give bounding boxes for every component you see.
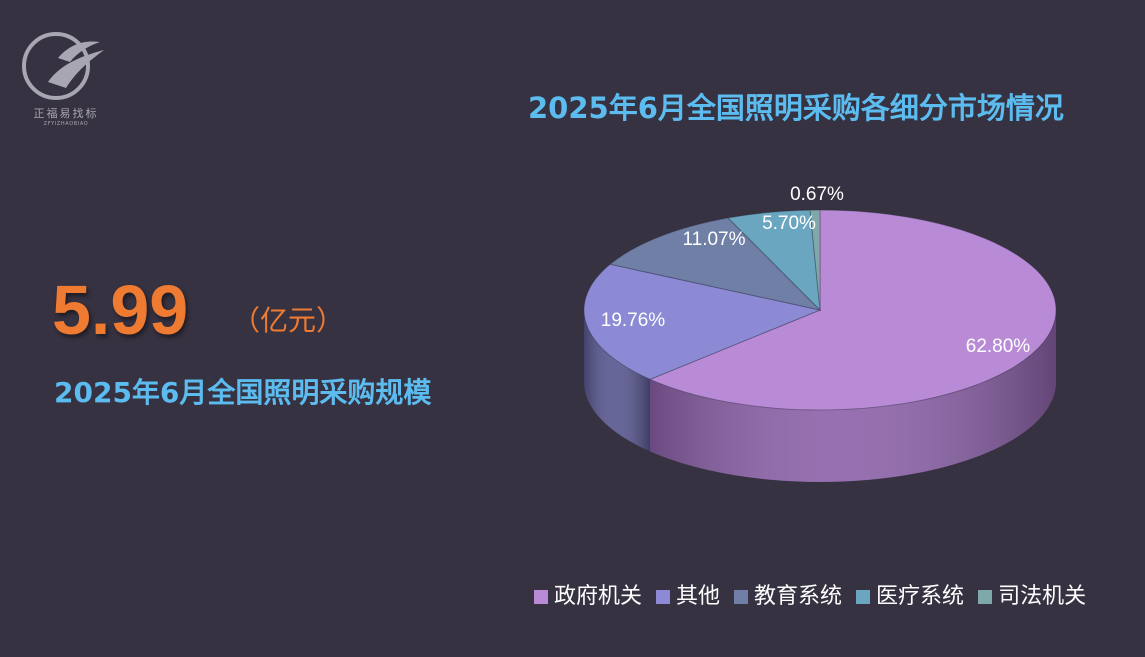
logo-subtitle: ZFYIZHAOBIAO bbox=[43, 121, 89, 127]
chart-title: 2025年6月全国照明采购各细分市场情况 bbox=[528, 91, 1064, 125]
pie-value-label-2: 11.07% bbox=[682, 229, 745, 250]
pie-slice-3 bbox=[727, 209, 821, 312]
logo-name: 正福易找标 bbox=[33, 107, 99, 120]
pie-slice-2 bbox=[609, 217, 822, 311]
pie-slice-1 bbox=[583, 263, 822, 380]
pie-labels: 62.80% 19.76% 11.07% 5.70% 0.67% bbox=[601, 184, 1031, 357]
legend-label-3: 医疗系统 bbox=[876, 584, 965, 609]
legend-swatch-1 bbox=[656, 590, 671, 604]
pie-top bbox=[583, 209, 1057, 411]
legend-label-0: 政府机关 bbox=[554, 584, 643, 609]
legend-swatch-4 bbox=[978, 590, 993, 604]
pie-value-label-0: 62.80% bbox=[966, 336, 1031, 357]
pie-slice-0 bbox=[648, 209, 1057, 411]
pie-slice-side-shade-0 bbox=[650, 310, 1056, 482]
legend-swatch-2 bbox=[734, 590, 749, 604]
legend-label-2: 教育系统 bbox=[754, 584, 843, 609]
pie-slice-side-shade-1 bbox=[584, 310, 651, 452]
legend-item-3: 医疗系统 bbox=[856, 582, 964, 612]
legend: 政府机关 其他 教育系统 医疗系统 司法机关 bbox=[534, 582, 1086, 612]
total-value: 5.99 bbox=[52, 271, 189, 349]
total-label: 2025年6月全国照明采购规模 bbox=[54, 376, 432, 409]
legend-swatch-0 bbox=[534, 590, 548, 604]
legend-item-1: 其他 bbox=[656, 582, 720, 612]
brand-logo: 正福易找标 ZFYIZHAOBIAO bbox=[18, 28, 114, 128]
legend-swatch-3 bbox=[856, 590, 871, 604]
total-unit: （亿元） bbox=[232, 304, 345, 337]
pie-value-label-4: 0.67% bbox=[790, 184, 844, 205]
legend-item-2: 教育系统 bbox=[734, 582, 842, 612]
pie-sides bbox=[584, 310, 1056, 482]
pie-value-label-1: 19.76% bbox=[601, 310, 666, 331]
legend-item-4: 司法机关 bbox=[978, 582, 1086, 612]
pie-value-label-3: 5.70% bbox=[762, 213, 816, 234]
pie-slice-4 bbox=[809, 209, 821, 311]
legend-label-4: 司法机关 bbox=[998, 584, 1087, 609]
legend-item-0: 政府机关 bbox=[534, 582, 642, 612]
legend-label-1: 其他 bbox=[676, 584, 721, 609]
eagle-logo-icon bbox=[22, 32, 104, 100]
